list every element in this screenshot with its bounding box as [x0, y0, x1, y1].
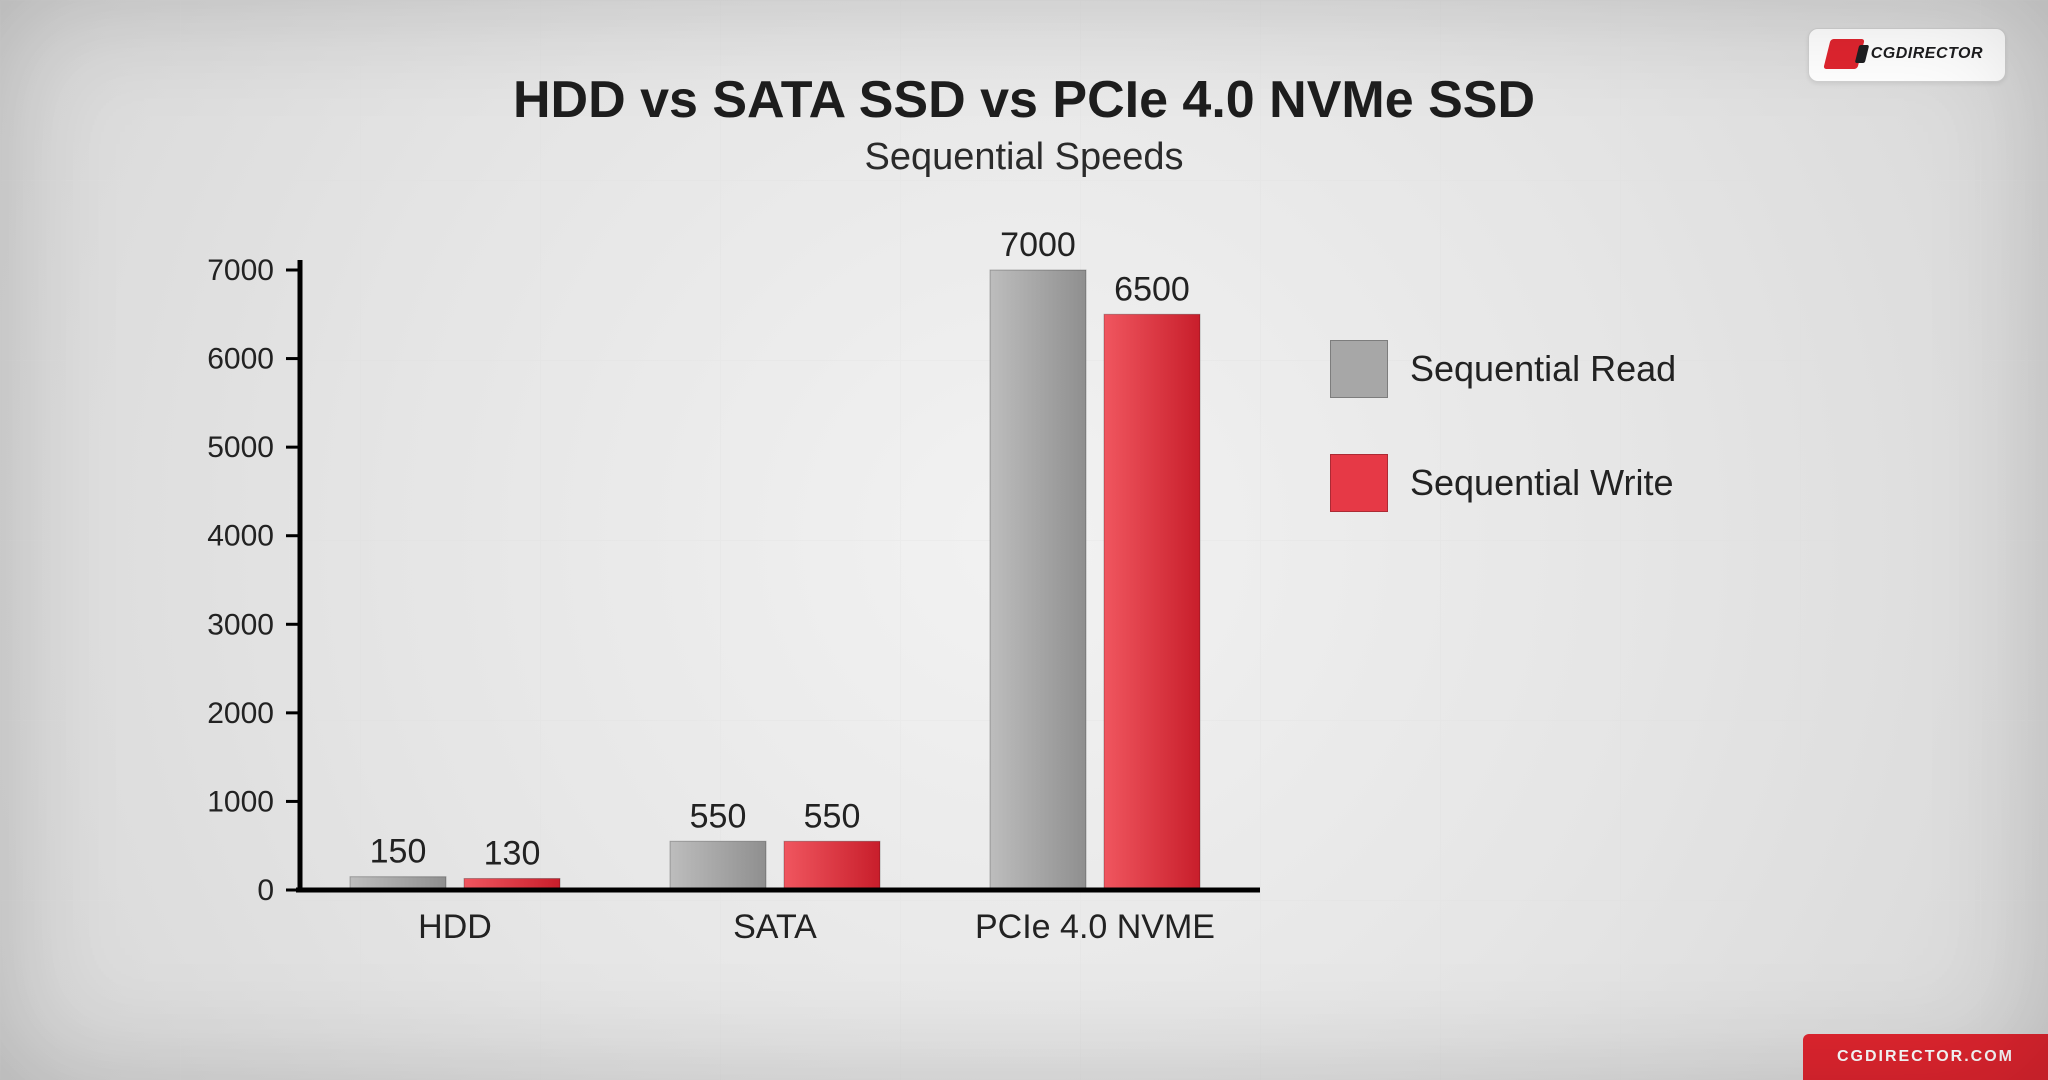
- bar-value-label: 7000: [1000, 230, 1076, 264]
- svg-text:5000: 5000: [207, 431, 274, 464]
- legend-swatch-write: [1330, 454, 1388, 512]
- category-label: HDD: [418, 908, 492, 946]
- canvas: CGDIRECTOR HDD vs SATA SSD vs PCIe 4.0 N…: [0, 0, 2048, 1080]
- svg-text:1000: 1000: [207, 785, 274, 818]
- bar: [1104, 314, 1200, 890]
- chart-legend: Sequential Read Sequential Write: [1330, 340, 1676, 512]
- footer-brand-bar: CGDIRECTOR.COM: [1803, 1034, 2048, 1080]
- legend-item-write: Sequential Write: [1330, 454, 1676, 512]
- chart-title: HDD vs SATA SSD vs PCIe 4.0 NVMe SSD: [0, 70, 2048, 130]
- bar-value-label: 130: [484, 834, 541, 872]
- bar-value-label: 6500: [1114, 270, 1190, 308]
- svg-text:6000: 6000: [207, 343, 274, 376]
- bar-chart: 0 1000 2000 3000 4000 5000 6000 7000 150 130 HDD 55…: [160, 230, 1310, 990]
- svg-text:3000: 3000: [207, 608, 274, 641]
- footer-brand-text: CGDIRECTOR.COM: [1837, 1048, 2014, 1066]
- brand-logo-text: CGDIRECTOR: [1871, 45, 1983, 63]
- category-label: PCIe 4.0 NVME: [975, 908, 1215, 946]
- bar: [990, 270, 1086, 890]
- bar-value-label: 150: [370, 833, 427, 871]
- svg-text:0: 0: [257, 874, 274, 907]
- legend-item-read: Sequential Read: [1330, 340, 1676, 398]
- chart-titles: HDD vs SATA SSD vs PCIe 4.0 NVMe SSD Seq…: [0, 70, 2048, 179]
- bar-value-label: 550: [690, 797, 747, 835]
- bar-value-label: 550: [804, 797, 861, 835]
- chart-subtitle: Sequential Speeds: [0, 136, 2048, 179]
- legend-swatch-read: [1330, 340, 1388, 398]
- svg-text:7000: 7000: [207, 254, 274, 287]
- bar: [670, 841, 766, 890]
- legend-label: Sequential Read: [1410, 348, 1676, 390]
- brand-logo-icon: [1823, 39, 1864, 69]
- svg-text:4000: 4000: [207, 520, 274, 553]
- bar: [784, 841, 880, 890]
- legend-label: Sequential Write: [1410, 462, 1673, 504]
- category-label: SATA: [733, 908, 817, 946]
- svg-text:2000: 2000: [207, 697, 274, 730]
